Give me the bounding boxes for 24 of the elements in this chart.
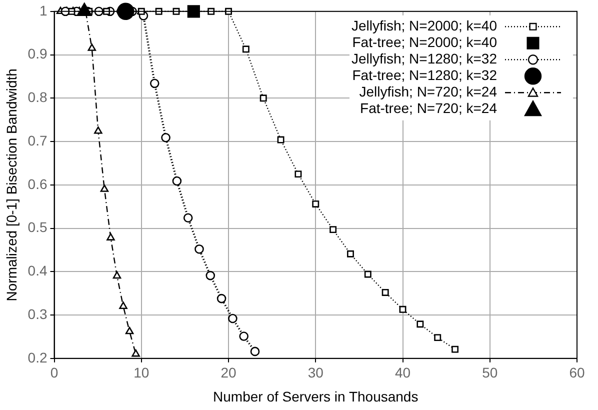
- y-tick-label: 0.5: [28, 219, 48, 236]
- x-tick-label: 10: [134, 364, 150, 381]
- y-tick-label: 0.8: [28, 89, 48, 106]
- x-tick-label: 30: [308, 364, 324, 381]
- y-tick-label: 0.3: [28, 306, 48, 322]
- y-tick-label: 0.9: [28, 46, 48, 62]
- y-tick-label: 0.6: [28, 176, 48, 192]
- y-tick-label: 0.4: [28, 262, 48, 279]
- x-axis-title: Number of Servers in Thousands: [213, 388, 418, 404]
- legend-label: Jellyfish; N=720; k=24: [359, 84, 498, 100]
- y-tick-label: 1: [39, 2, 48, 18]
- legend-label: Fat-tree; N=720; k=24: [360, 100, 498, 116]
- legend-label: Fat-tree; N=1280; k=32: [352, 67, 498, 84]
- y-tick-label: 0.2: [28, 349, 48, 366]
- legend-label: Jellyfish; N=2000; k=40: [351, 18, 498, 34]
- x-tick-label: 20: [220, 364, 237, 381]
- x-tick-label: 40: [394, 364, 411, 381]
- x-tick-label: 50: [482, 364, 498, 381]
- y-axis-title: Normalized [0-1] Bisection Bandwidth: [3, 68, 20, 302]
- legend-label: Fat-tree; N=2000; k=40: [352, 34, 498, 50]
- x-tick-label: 60: [569, 364, 585, 381]
- x-tick-label: 0: [50, 364, 58, 381]
- y-tick-label: 0.7: [28, 132, 48, 148]
- legend-label: Jellyfish; N=1280; k=32: [351, 50, 498, 67]
